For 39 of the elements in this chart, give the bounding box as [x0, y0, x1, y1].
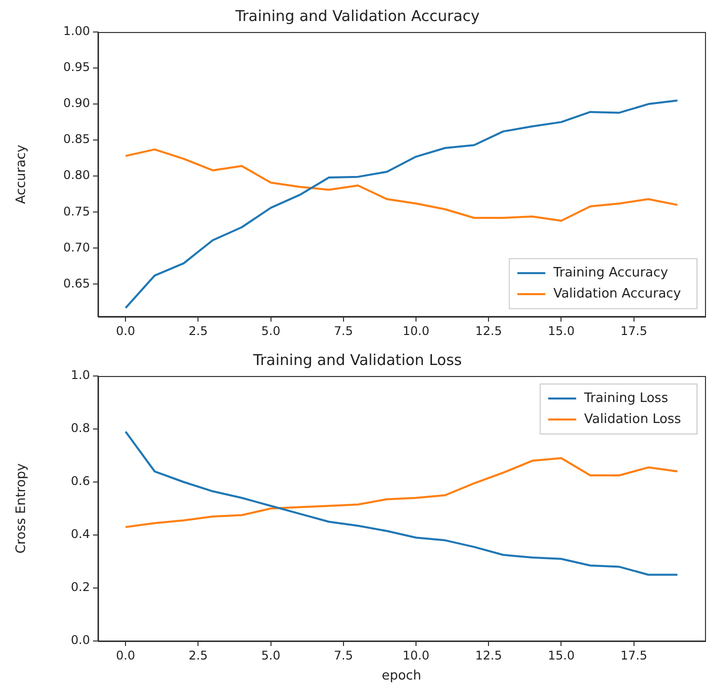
x-tick-label: 0.0	[116, 324, 136, 338]
legend-label: Training Loss	[583, 390, 668, 406]
y-tick-label: 0.80	[63, 168, 90, 182]
y-tick-label: 1.0	[70, 368, 90, 382]
x-tick-label: 2.5	[188, 648, 208, 662]
x-axis-title: epoch	[382, 668, 422, 684]
y-tick-label: 0.65	[63, 276, 90, 290]
y-tick-label: 1.00	[63, 24, 90, 38]
y-tick-label: 0.95	[63, 60, 90, 74]
x-tick-label: 12.5	[475, 648, 502, 662]
x-tick-label: 7.5	[334, 324, 353, 338]
x-tick-label: 0.0	[116, 648, 136, 662]
x-tick-label: 2.5	[188, 324, 208, 338]
chart-title: Training and Validation Loss	[252, 350, 462, 369]
y-tick-label: 0.2	[70, 580, 90, 594]
x-tick-label: 5.0	[261, 324, 280, 338]
x-tick-label: 10.0	[402, 648, 430, 662]
chart-title: Training and Validation Accuracy	[234, 6, 480, 25]
y-tick-label: 0.0	[70, 633, 90, 648]
legend-label: Validation Accuracy	[553, 286, 682, 302]
x-tick-label: 12.5	[475, 324, 502, 338]
x-tick-label: 15.0	[548, 648, 575, 662]
x-tick-label: 15.0	[548, 324, 575, 338]
y-tick-label: 0.90	[63, 96, 90, 110]
y-tick-label: 0.75	[63, 204, 90, 218]
x-tick-label: 17.5	[620, 324, 648, 338]
y-tick-label: 0.8	[70, 421, 90, 436]
y-axis-title: Accuracy	[14, 144, 30, 204]
y-axis-title: Cross Entropy	[14, 463, 30, 554]
y-tick-label: 0.70	[63, 240, 90, 254]
y-tick-label: 0.4	[70, 527, 90, 542]
y-tick-label: 0.85	[63, 132, 90, 146]
legend-label: Training Accuracy	[552, 265, 668, 280]
x-tick-label: 5.0	[261, 648, 280, 662]
y-tick-label: 0.6	[70, 474, 90, 488]
legend-label: Validation Loss	[584, 412, 682, 427]
x-tick-label: 7.5	[334, 648, 353, 662]
x-tick-label: 10.0	[402, 324, 430, 338]
x-tick-label: 17.5	[620, 648, 648, 662]
